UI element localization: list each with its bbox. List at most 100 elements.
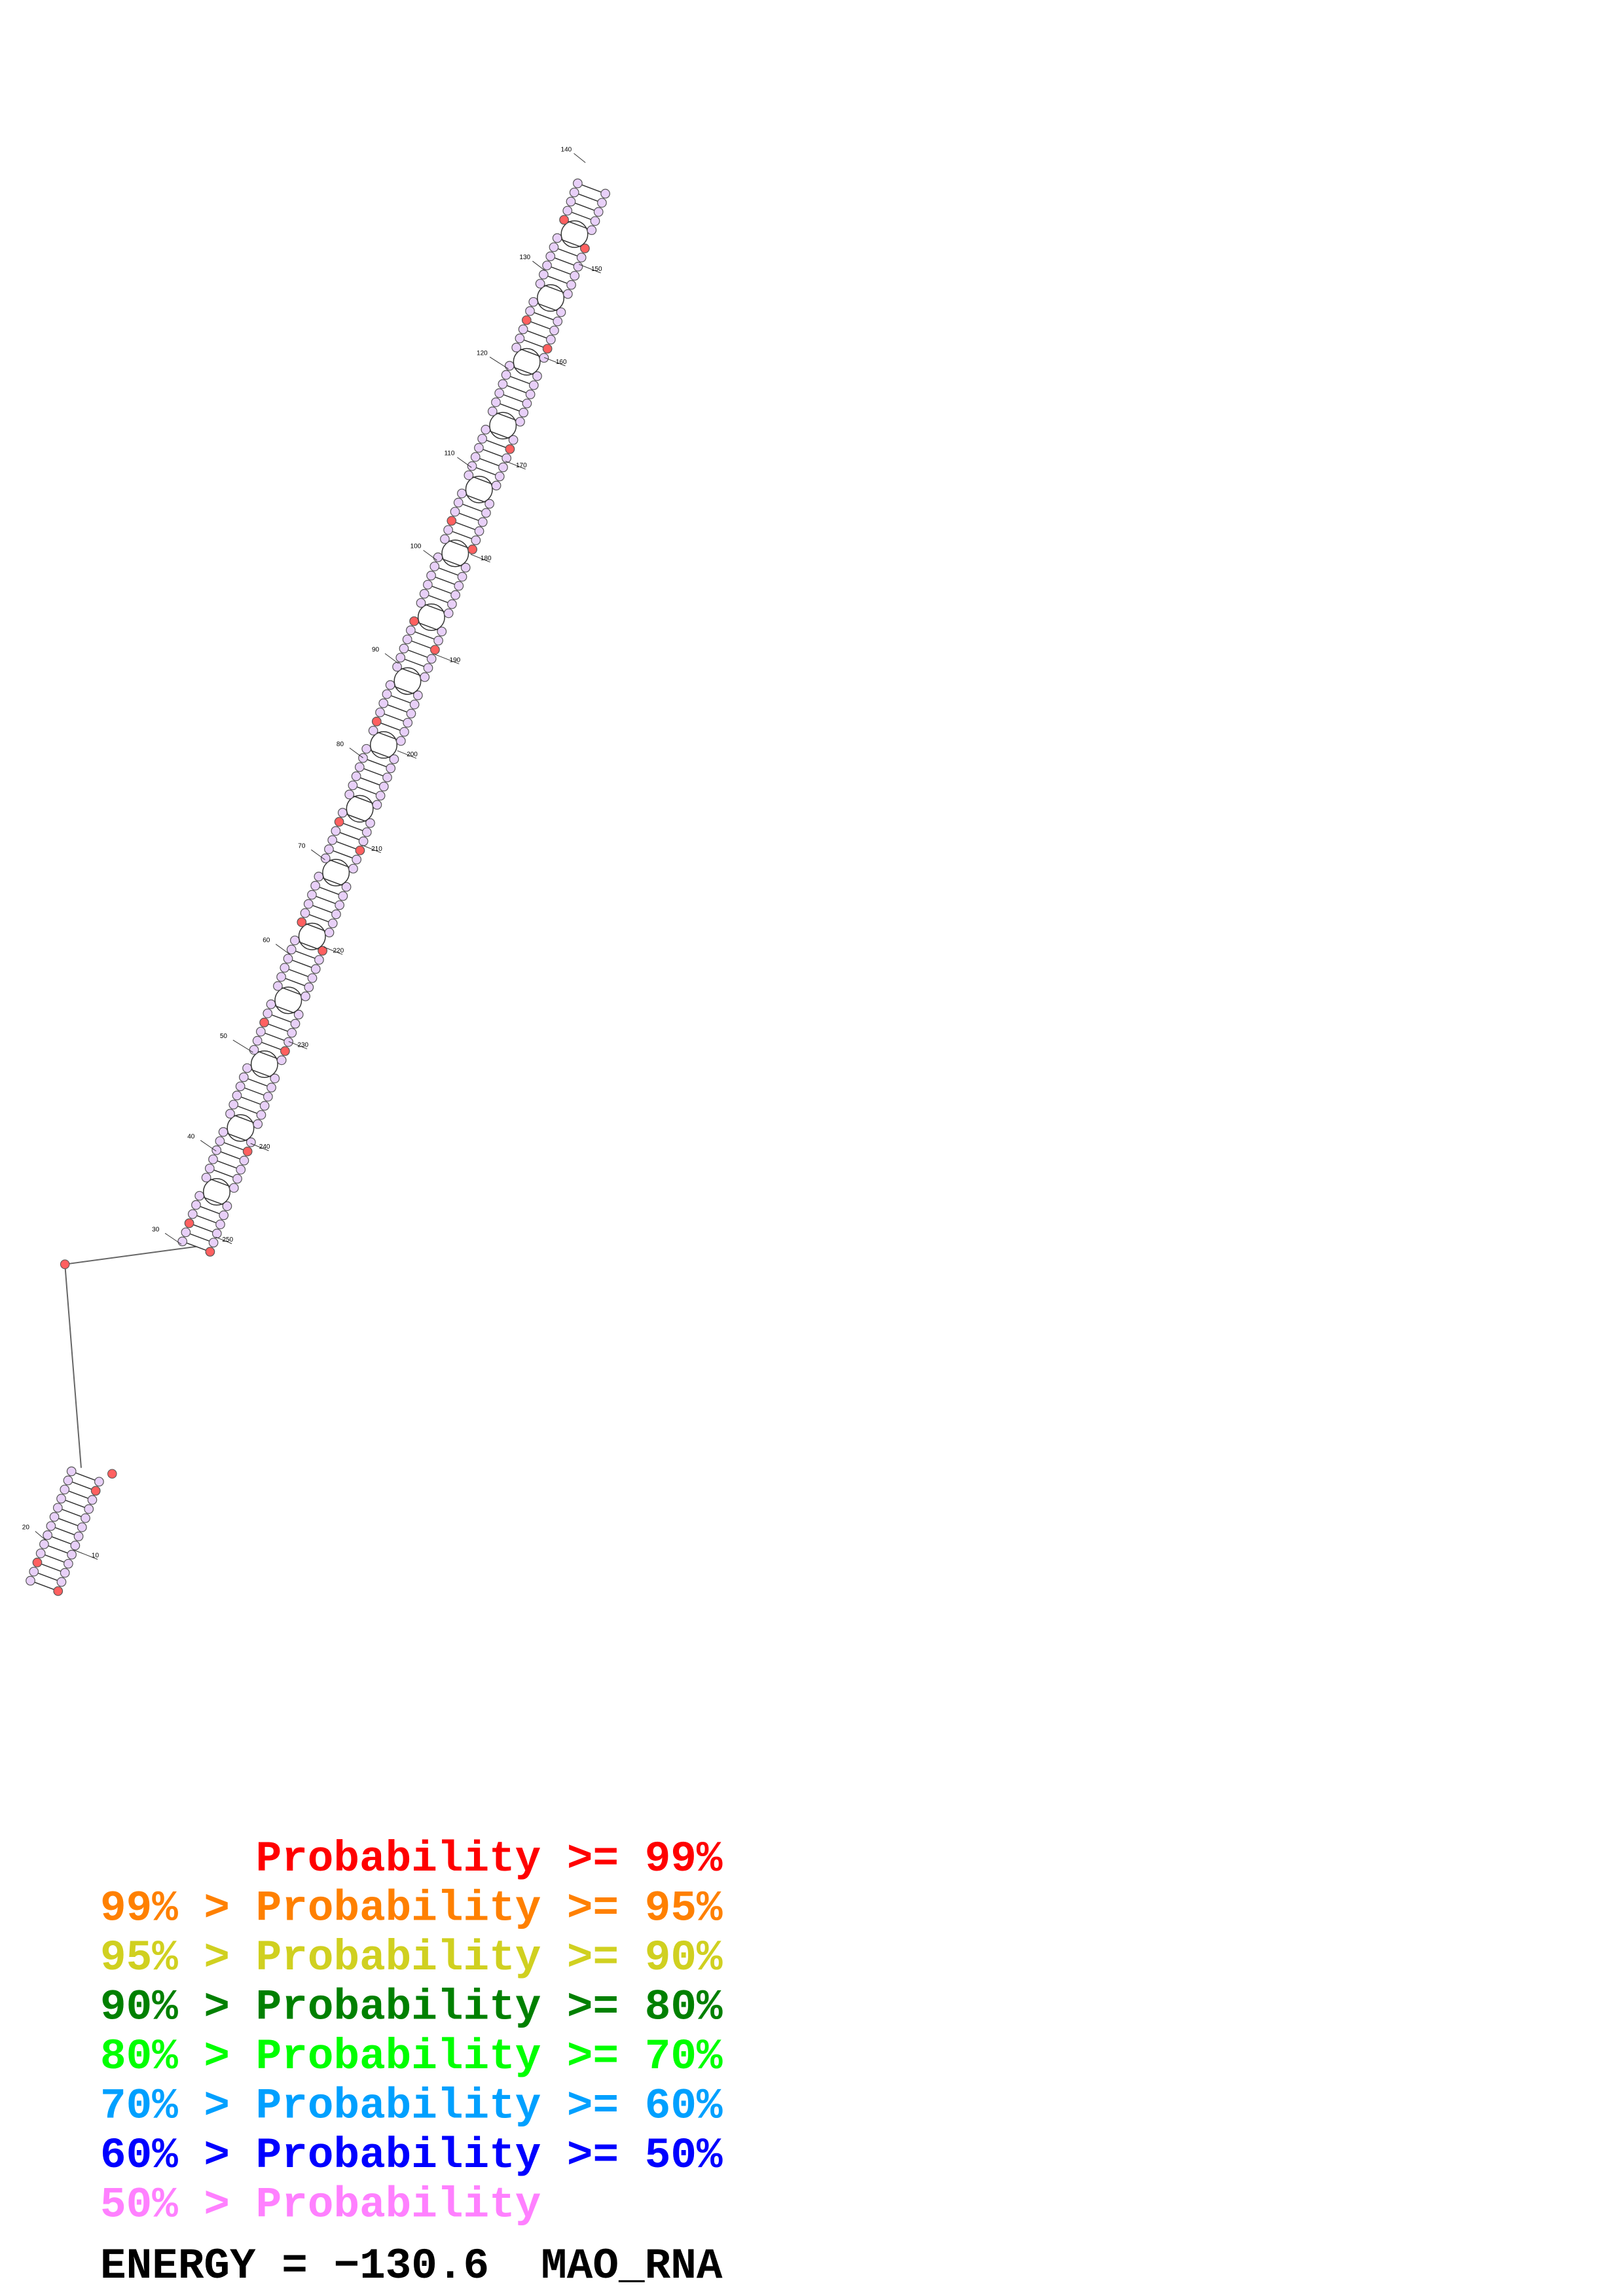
internal-loop xyxy=(346,795,374,823)
base-pair xyxy=(318,876,347,888)
base-pair xyxy=(533,301,562,313)
position-label: 60 xyxy=(263,937,270,944)
base-pair xyxy=(543,274,572,285)
nucleotide xyxy=(228,1183,239,1193)
position-label: 150 xyxy=(591,266,602,273)
base-pair xyxy=(287,958,316,970)
nucleotide xyxy=(184,1218,194,1229)
nucleotide xyxy=(386,763,396,774)
nucleotide xyxy=(467,461,477,471)
nucleotide xyxy=(201,1172,211,1183)
nucleotide xyxy=(361,827,372,837)
nucleotide xyxy=(573,262,583,272)
nucleotide xyxy=(344,789,355,800)
nucleotide xyxy=(454,581,464,591)
nucleotide xyxy=(470,452,481,462)
nucleotide xyxy=(354,762,365,772)
nucleotide xyxy=(487,406,498,416)
base-pair xyxy=(210,1168,238,1179)
nucleotide xyxy=(60,1568,70,1578)
nucleotide xyxy=(501,370,511,380)
base-pair xyxy=(244,1077,272,1088)
legend-line: Probability >= 99% xyxy=(256,1835,723,1884)
base-pair xyxy=(400,657,429,669)
label-tick xyxy=(323,946,343,955)
nucleotide xyxy=(263,1092,273,1102)
sequence-name: MAO_RNA xyxy=(541,2242,723,2291)
nucleotide xyxy=(225,1109,235,1119)
nucleotide xyxy=(60,1259,70,1269)
nucleotide xyxy=(266,999,276,1009)
nucleotide xyxy=(453,497,464,508)
nucleotide xyxy=(53,1586,64,1596)
base-pair xyxy=(291,949,319,961)
position-label: 220 xyxy=(333,947,344,954)
nucleotide xyxy=(518,324,528,334)
label-tick xyxy=(470,554,490,563)
nucleotide xyxy=(70,1540,81,1551)
legend-line: 70% > Probability >= 60% xyxy=(100,2082,723,2131)
base-pair xyxy=(342,812,371,824)
nucleotide xyxy=(521,315,532,325)
nucleotide xyxy=(553,316,563,327)
nucleotide xyxy=(56,1577,67,1587)
base-pair xyxy=(281,976,310,988)
nucleotide xyxy=(46,1521,56,1531)
label-tick xyxy=(433,653,460,664)
base-pair xyxy=(496,401,524,414)
legend-line: 80% > Probability >= 70% xyxy=(100,2032,723,2081)
position-label: 80 xyxy=(337,741,344,748)
nucleotide xyxy=(242,1063,252,1073)
base-pair xyxy=(434,565,463,577)
position-label: 130 xyxy=(519,254,530,261)
nucleotide xyxy=(403,717,413,728)
nucleotide xyxy=(549,242,559,253)
base-pair xyxy=(325,857,354,869)
nucleotide xyxy=(467,545,478,554)
internal-loop xyxy=(393,667,422,695)
base-pair xyxy=(267,1013,296,1024)
label-tick xyxy=(532,260,545,271)
legend-line: 60% > Probability >= 50% xyxy=(100,2131,723,2180)
nucleotide xyxy=(590,216,600,226)
base-pair xyxy=(54,1516,82,1528)
nucleotide xyxy=(287,1028,297,1038)
nucleotide xyxy=(218,1127,228,1137)
nucleotide xyxy=(395,736,406,746)
nucleotide xyxy=(256,1026,266,1037)
legend-line: 50% > Probability xyxy=(100,2181,541,2230)
label-tick xyxy=(215,1236,232,1244)
internal-loop xyxy=(489,412,517,440)
label-tick xyxy=(311,849,325,861)
position-label: 240 xyxy=(259,1143,270,1151)
nucleotide xyxy=(494,388,505,399)
base-pair xyxy=(530,310,558,322)
nucleotide xyxy=(334,817,344,827)
nucleotide xyxy=(242,1146,253,1157)
nucleotide xyxy=(270,1073,280,1084)
nucleotide xyxy=(552,233,562,243)
nucleotide xyxy=(426,571,436,581)
nucleotide xyxy=(423,579,433,590)
nucleotide xyxy=(382,689,392,699)
nucleotide xyxy=(471,535,481,545)
nucleotide xyxy=(430,645,440,655)
nucleotide xyxy=(77,1522,87,1532)
position-label: 110 xyxy=(444,450,454,457)
nucleotide xyxy=(395,653,406,663)
nucleotide xyxy=(358,753,368,763)
nucleotide xyxy=(437,626,447,637)
position-label: 250 xyxy=(222,1236,233,1244)
label-tick xyxy=(73,1549,98,1560)
base-pair xyxy=(223,1131,251,1143)
nucleotide xyxy=(457,488,467,499)
base-pair xyxy=(522,329,551,340)
nucleotide xyxy=(43,1530,52,1540)
nucleotide xyxy=(378,698,389,708)
nucleotide xyxy=(419,588,429,599)
base-pair xyxy=(468,475,497,486)
legend-line: 99% > Probability >= 95% xyxy=(100,1884,723,1933)
label-tick xyxy=(579,264,601,274)
nucleotide xyxy=(87,1495,98,1505)
